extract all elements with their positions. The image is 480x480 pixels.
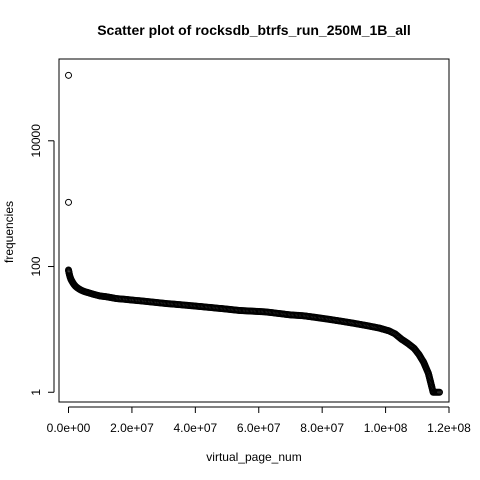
data-point-fill [431, 388, 439, 396]
y-axis-label: frequencies [2, 201, 16, 263]
x-tick-label: 1.2e+08 [427, 421, 471, 435]
y-axis: 1 100 10000 [29, 124, 55, 396]
plot-frame [58, 58, 450, 403]
x-tick-label: 6.0e+07 [237, 421, 281, 435]
y-tick-label: 100 [29, 256, 43, 276]
x-tick-label: 4.0e+07 [173, 421, 217, 435]
x-axis: 0.0e+00 2.0e+07 4.0e+07 6.0e+07 8.0e+07 1.0e+… [47, 406, 471, 435]
data-points [65, 71, 443, 396]
data-point [65, 71, 73, 79]
x-tick-label: 0.0e+00 [47, 421, 91, 435]
chart-title: Scatter plot of rocksdb_btrfs_run_250M_1… [97, 22, 411, 38]
x-tick-label: 1.0e+08 [364, 421, 408, 435]
y-tick-label: 1 [29, 389, 43, 396]
x-axis-label: virtual_page_num [206, 450, 301, 464]
x-tick-label: 2.0e+07 [110, 421, 154, 435]
data-point-fill [434, 388, 442, 396]
x-tick-label: 8.0e+07 [300, 421, 344, 435]
data-point [65, 198, 73, 206]
y-tick-label: 10000 [29, 124, 43, 158]
